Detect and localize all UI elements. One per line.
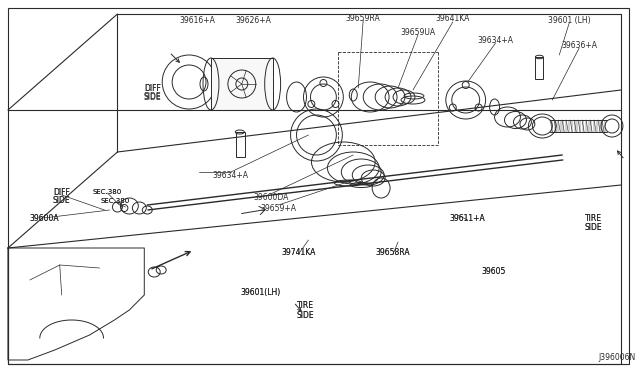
Bar: [536, 57, 543, 79]
Text: SIDE: SIDE: [584, 222, 602, 231]
Text: SIDE: SIDE: [53, 196, 70, 205]
Text: 39600A: 39600A: [29, 214, 59, 222]
Text: 39636+A: 39636+A: [561, 41, 597, 49]
Text: SIDE: SIDE: [53, 196, 70, 205]
Text: SIDE: SIDE: [297, 311, 314, 320]
Text: SEC.380: SEC.380: [101, 198, 130, 204]
Text: DIFF: DIFF: [144, 83, 161, 93]
Text: 39616+A: 39616+A: [179, 16, 215, 25]
Text: TIRE: TIRE: [584, 214, 602, 222]
Text: TIRE: TIRE: [584, 214, 602, 222]
Text: DIFF: DIFF: [144, 83, 161, 93]
Text: 39600DA: 39600DA: [253, 192, 289, 202]
Text: 39605: 39605: [481, 267, 506, 276]
Text: 39741KA: 39741KA: [282, 247, 316, 257]
Text: SEC.380: SEC.380: [101, 198, 130, 204]
Text: TIRE: TIRE: [297, 301, 314, 311]
Text: J396006N: J396006N: [598, 353, 636, 362]
Text: 39634+A: 39634+A: [477, 35, 513, 45]
Text: SIDE: SIDE: [297, 311, 314, 320]
Text: SEC.380: SEC.380: [93, 189, 122, 195]
Text: 39601 (LH): 39601 (LH): [548, 16, 591, 25]
Text: 39611+A: 39611+A: [450, 214, 486, 222]
Bar: [211, 58, 273, 110]
Text: 39659+A: 39659+A: [260, 203, 296, 212]
Text: 39601(LH): 39601(LH): [241, 288, 281, 296]
Text: SIDE: SIDE: [143, 93, 161, 102]
Text: SIDE: SIDE: [143, 92, 161, 100]
Text: SEC.380: SEC.380: [93, 189, 122, 195]
Text: 39659UA: 39659UA: [401, 28, 435, 36]
Text: 39634+A: 39634+A: [213, 170, 249, 180]
Text: 39659RA: 39659RA: [346, 13, 381, 22]
Text: 39741KA: 39741KA: [282, 247, 316, 257]
Text: SIDE: SIDE: [584, 222, 602, 231]
Text: 39611+A: 39611+A: [450, 214, 486, 222]
Bar: [236, 132, 244, 157]
Text: 39600A: 39600A: [29, 214, 59, 222]
Text: 39641KA: 39641KA: [436, 13, 470, 22]
Text: 39658RA: 39658RA: [376, 247, 410, 257]
Text: 39626+A: 39626+A: [236, 16, 272, 25]
Text: TIRE: TIRE: [297, 301, 314, 311]
Text: 39658RA: 39658RA: [376, 247, 410, 257]
Text: 39605: 39605: [481, 267, 506, 276]
Text: 39601(LH): 39601(LH): [241, 288, 281, 296]
Text: DIFF: DIFF: [53, 187, 70, 196]
Text: DIFF: DIFF: [53, 187, 70, 196]
